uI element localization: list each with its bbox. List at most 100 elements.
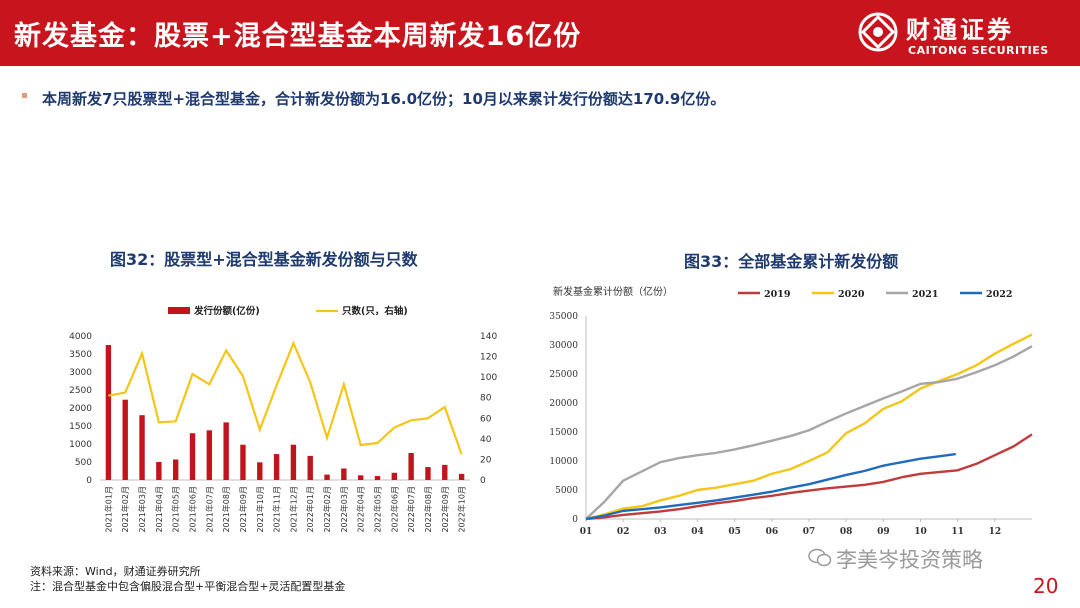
chart32-bar [374,476,381,480]
chart33-legend-label: 2021 [912,289,938,300]
chart32-bar-line: 0 500 1000 1500 2000 2500 3000 3500 4000 0 20 40 60 8… [69,305,497,533]
chart32-x-tick: 2021年12月 [288,486,298,533]
chart32-bar [122,399,128,480]
chart32-left-tick: 3000 [69,368,92,378]
chart32-bar [223,422,229,480]
chart32-x-tick: 2021年03月 [137,486,147,533]
chart32-bar [290,444,297,480]
chart33-x-tick: 04 [691,527,704,537]
chart32-bar [189,433,196,480]
chart32-bar [257,462,263,480]
chart32-x-tick: 2022年08月 [423,486,433,533]
chart33-series-2019 [585,433,1033,521]
chart32-bar [458,473,465,480]
chart32-bar [408,453,414,480]
chart33-y-tick: 20000 [549,399,578,409]
chart32-right-tick: 0 [480,476,486,486]
chart33-x-tick: 05 [728,527,741,537]
summary-text: 本周新发7只股票型+混合型基金，合计新发份额为16.0亿份；10月以来累计发行份… [42,90,726,108]
chart33-y-tick: 0 [572,515,578,525]
chart33-y-tick: 25000 [549,370,578,380]
chart32-x-tick: 2021年04月 [154,486,164,533]
chart32-x-tick: 2022年02月 [322,486,332,533]
chart33-x-tick: 10 [914,527,927,537]
chart33-y-tick: 35000 [549,312,578,322]
chart32-right-tick: 140 [480,332,497,342]
chart33-x-tick: 06 [766,527,779,537]
chart32-bar [442,464,448,480]
bullet-marker [22,93,27,98]
chart32-bar [391,472,398,480]
brand-name-en: CAITONG SECURITIES [908,44,1049,57]
chart33-legend-label: 2020 [838,289,865,300]
chart32-right-tick: 80 [480,394,492,404]
page-title: 新发基金：股票+混合型基金本周新发16亿份 [14,21,582,52]
chart32-left-tick: 2000 [69,404,92,414]
chart33-title: 图33：全部基金累计新发份额 [684,252,899,271]
chart32-x-tick: 2021年08月 [221,486,231,533]
brand-name-cn: 财通证券 [906,16,1014,44]
chart33-ylabel: 新发基金累计份额（亿份） [553,285,673,298]
chart33-series-2020 [585,333,1033,521]
chart32-left-tick: 2500 [69,386,92,396]
page-number: 20 [1033,574,1059,598]
chart32-count-line [108,340,463,455]
chart33-series-2021 [585,345,1033,520]
chart32-left-tick: 1500 [69,422,92,432]
chart33-y-tick: 15000 [549,428,578,438]
chart33-x-tick: 03 [654,527,667,537]
chart32-x-tick: 2021年06月 [188,486,198,533]
chart32-bar [172,459,179,480]
chart32-x-tick: 2021年09月 [238,486,248,533]
chart33-x-tick: 11 [951,527,964,537]
caitong-logo-icon [858,12,898,52]
chart32-bar [341,468,347,480]
chart32-x-tick: 2022年09月 [440,486,450,533]
footnote: 注：混合型基金中包含偏股混合型+平衡混合型+灵活配置型基金 [30,580,346,593]
chart33-legend-label: 2022 [986,289,1012,300]
chart32-bar [307,455,313,480]
chart32-x-tick: 2022年07月 [406,486,416,533]
chart32-right-tick: 20 [480,455,492,465]
chart33-series-2022 [585,452,956,521]
chart32-right-tick: 60 [480,414,492,424]
chart32-right-tick: 40 [480,435,492,445]
header-bar: 新发基金：股票+混合型基金本周新发16亿份 财通证券 CAITONG SECUR… [0,0,1080,66]
chart32-bar [206,430,213,480]
chart33-x-tick: 07 [803,527,816,537]
watermark-text: 李美岑投资策略 [836,548,983,572]
chart32-x-tick: 2022年03月 [339,486,349,533]
chart33-y-tick: 5000 [555,486,578,496]
chart32-right-tick: 120 [480,353,497,363]
wechat-icon [808,548,832,567]
source-note: 资料来源：Wind，财通证券研究所 [30,565,201,578]
chart33-legend-label: 2019 [764,289,791,300]
chart32-bar [139,415,145,480]
chart32-bar [273,454,280,480]
chart32-right-tick: 100 [480,373,497,383]
chart33-x-tick: 12 [989,527,1002,537]
chart32-x-tick: 2021年11月 [272,486,282,533]
chart33-x-tick: 02 [617,527,630,537]
chart32-bar [156,462,162,480]
chart32-bar [425,467,431,480]
chart32-x-tick: 2021年02月 [120,486,130,533]
chart32-left-tick: 500 [75,458,92,468]
chart32-left-tick: 1000 [69,440,92,450]
chart33-x-tick: 08 [840,527,853,537]
chart32-x-tick: 2022年05月 [373,486,383,533]
chart32-legend-bar-swatch [168,307,190,314]
chart32-left-tick: 4000 [69,332,92,342]
chart32-x-tick: 2022年04月 [356,486,366,533]
chart32-x-tick: 2021年10月 [255,486,265,533]
chart32-left-tick: 3500 [69,350,92,360]
chart32-bar [357,475,364,480]
chart32-x-tick: 2021年05月 [171,486,181,533]
chart32-legend-line-label: 只数(只，右轴) [342,305,408,317]
chart32-bar [324,474,330,480]
chart32-bar [105,345,112,480]
chart32-x-tick: 2021年07月 [204,486,214,533]
chart33-y-tick: 30000 [549,341,578,351]
chart33-x-tick: 09 [877,527,890,537]
